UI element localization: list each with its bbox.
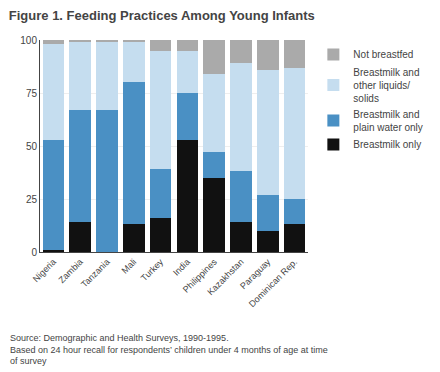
svg-text:Dominican Rep.: Dominican Rep. <box>247 257 299 309</box>
svg-text:50: 50 <box>26 141 38 152</box>
svg-text:25: 25 <box>26 194 38 205</box>
svg-text:India: India <box>171 257 192 278</box>
svg-text:Tanzania: Tanzania <box>79 257 112 290</box>
svg-text:0: 0 <box>31 247 37 258</box>
svg-text:Paraguay: Paraguay <box>238 256 273 291</box>
svg-text:75: 75 <box>26 88 38 99</box>
svg-text:Not breastfed: Not breastfed <box>353 49 413 60</box>
svg-text:Source: Demographic and Health: Source: Demographic and Health Surveys, … <box>10 333 328 366</box>
svg-text:Kazakhstan: Kazakhstan <box>205 257 245 297</box>
svg-text:Philippines: Philippines <box>181 256 219 294</box>
svg-text:Breastmilk andplain water only: Breastmilk andplain water only <box>353 109 422 133</box>
svg-text:Nigeria: Nigeria <box>31 257 58 284</box>
svg-text:Figure 1. Feeding Practices Am: Figure 1. Feeding Practices Among Young … <box>9 8 315 23</box>
svg-text:100: 100 <box>20 35 37 46</box>
svg-text:Mali: Mali <box>120 257 139 276</box>
svg-text:Breastmilk andother liquids/so: Breastmilk andother liquids/solids <box>353 67 419 104</box>
svg-text:Zambia: Zambia <box>57 257 85 285</box>
svg-text:Turkey: Turkey <box>139 256 166 283</box>
svg-text:Breastmilk only: Breastmilk only <box>353 139 421 150</box>
